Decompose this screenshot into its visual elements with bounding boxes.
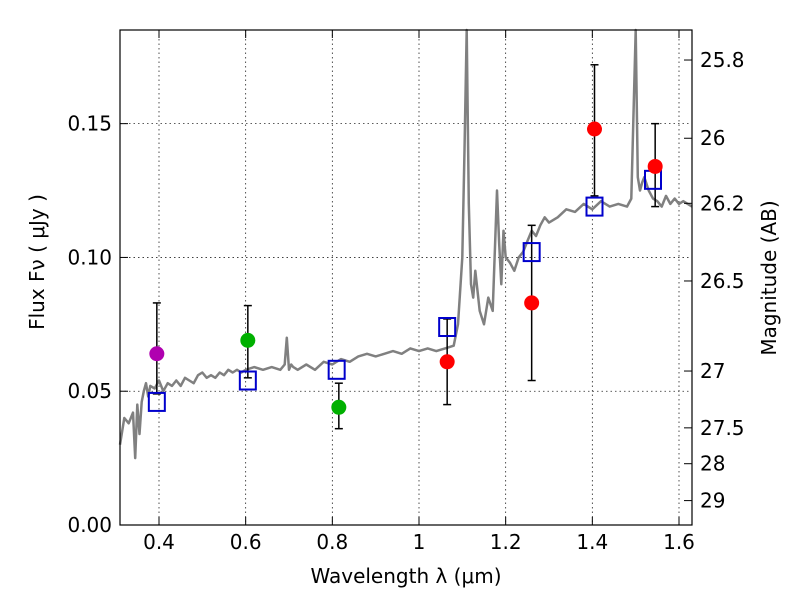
model-point-square [327,359,346,380]
y2-tick-label: 26.2 [700,191,745,215]
observed-point [331,399,347,415]
model-spectrum [118,28,693,460]
x-tick-label: 1.4 [576,530,608,554]
model-point-square [147,391,166,412]
y2-tick-labels: 25.8 26 26.2 26.5 27 27.5 28 29 [700,48,745,513]
x-tick-label: 1.2 [490,530,522,554]
y-tick-label: 0.00 [67,513,112,537]
y-tick-labels: 0.00 0.05 0.10 0.15 [67,112,112,537]
y2-axis-label: Magnitude (AB) [757,200,781,355]
x-tick-label: 1.6 [663,530,695,554]
model-point-square [522,242,541,263]
model-point-square [585,196,604,217]
y2-tick-label: 27.5 [700,416,745,440]
x-tick-label: 0.4 [143,530,175,554]
x-tick-labels: 0.4 0.6 0.8 1 1.2 1.4 1.6 [143,530,695,554]
x-tick-label: 1 [413,530,426,554]
model-points [147,169,662,412]
observed-point [149,346,165,362]
observed-points [149,121,663,415]
y-tick-label: 0.05 [67,379,112,403]
observed-point [524,295,540,311]
model-point-square [438,317,457,337]
model-point-square [238,370,257,391]
y2-tick-label: 26.5 [700,269,745,293]
y2-tick-label: 27 [700,359,725,383]
ticks [120,30,692,526]
y2-tick-label: 29 [700,489,725,513]
observed-point [240,332,256,348]
error-bars [152,64,660,430]
observed-point [439,354,455,370]
y2-tick-label: 26 [700,126,725,150]
y-tick-label: 0.10 [67,245,112,269]
y2-tick-label: 25.8 [700,48,745,72]
grid-lines [120,30,692,526]
y2-tick-label: 28 [700,452,725,476]
plot-frame [119,29,693,526]
observed-point [647,158,663,174]
spectrum-line [118,28,693,460]
x-tick-label: 0.8 [316,530,348,554]
y-tick-label: 0.15 [67,112,112,136]
x-axis-label: Wavelength λ (μm) [310,564,501,588]
observed-point [587,121,602,137]
y-axis-label: Flux Fν ( μJy ) [25,194,49,330]
x-tick-label: 0.6 [230,530,262,554]
